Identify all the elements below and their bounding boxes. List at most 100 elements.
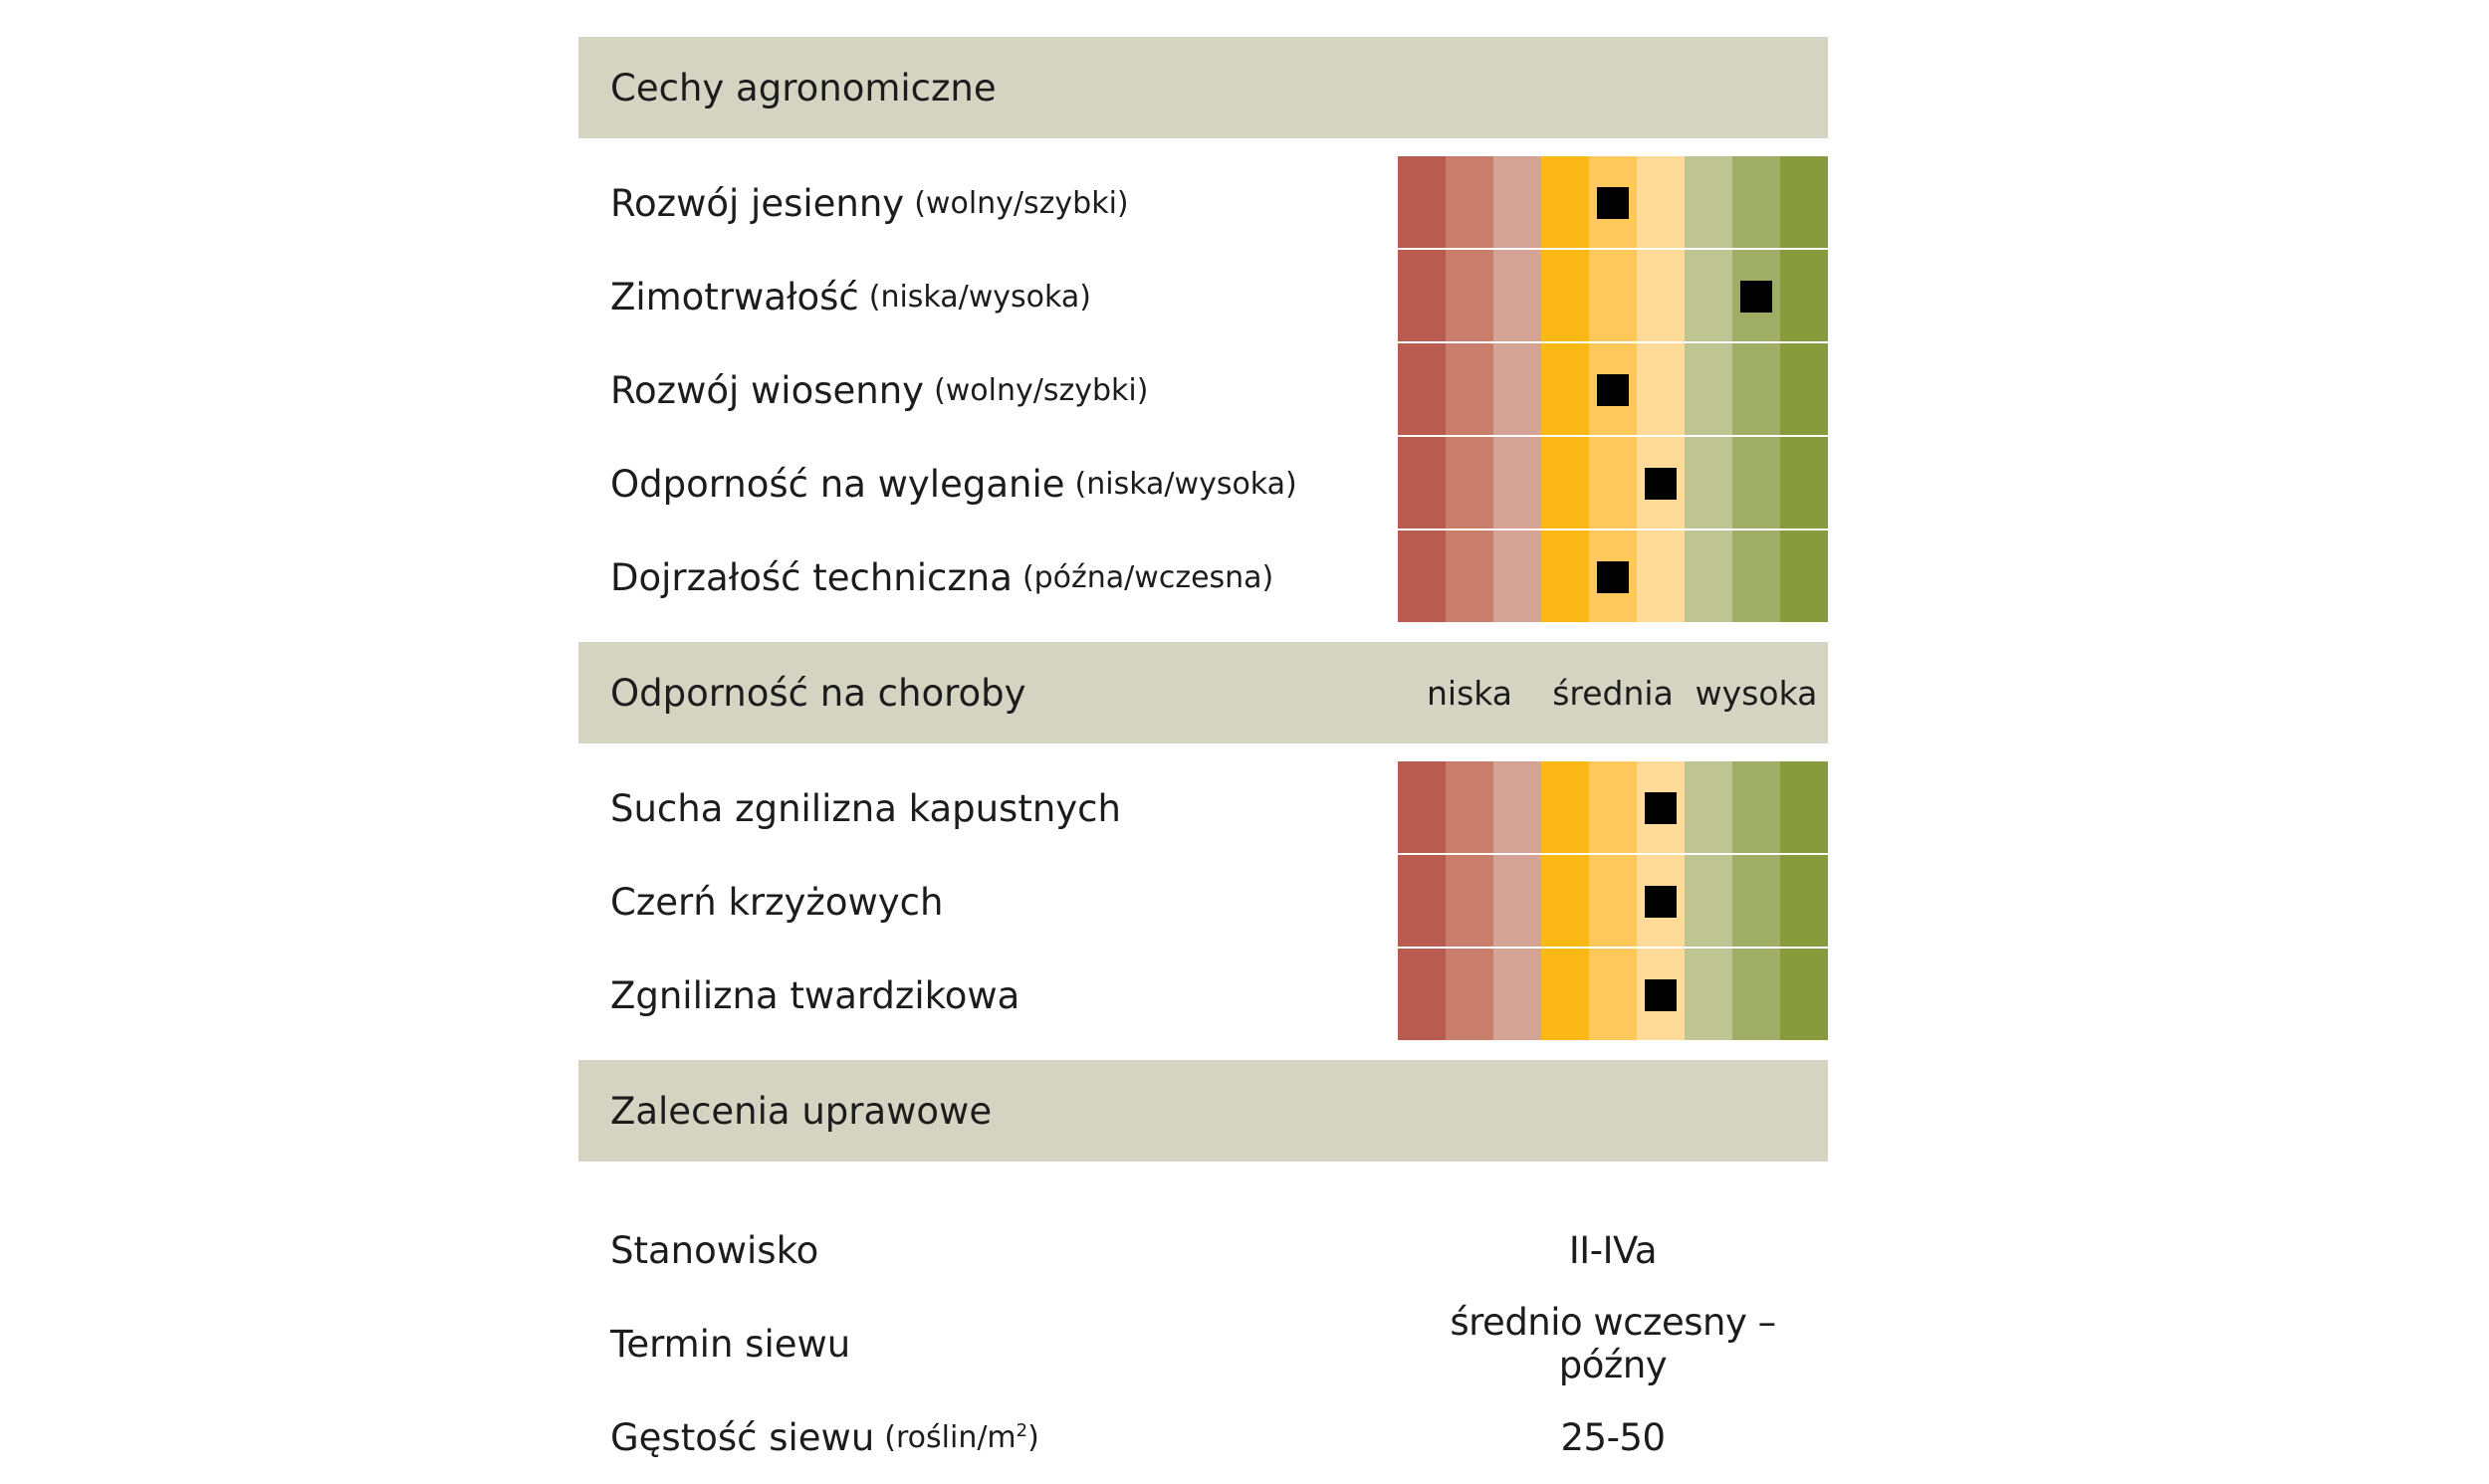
section-title: Odporność na choroby bbox=[610, 671, 1026, 715]
disease-row: Sucha zgnilizna kapustnych bbox=[578, 761, 1828, 855]
scale-segment bbox=[1446, 250, 1493, 341]
rating-marker bbox=[1645, 468, 1677, 500]
rating-scale bbox=[1398, 156, 1828, 248]
unit-text: (roślin/m bbox=[884, 1419, 1017, 1455]
trait-label: Odporność na wyleganie bbox=[610, 462, 1065, 506]
scale-segment bbox=[1446, 156, 1493, 248]
recommendation-value: II-IVa bbox=[1568, 1228, 1658, 1272]
rating-marker bbox=[1597, 374, 1629, 406]
disease-row: Czerń krzyżowych bbox=[578, 855, 1828, 949]
scale-segment bbox=[1493, 949, 1541, 1040]
recommendation-hint: (roślin/m2) bbox=[884, 1420, 1039, 1455]
scale-segment bbox=[1446, 855, 1493, 947]
trait-label: Rozwój wiosenny bbox=[610, 368, 925, 412]
unit-exponent: 2 bbox=[1016, 1419, 1028, 1441]
recommendation-label: Stanowisko bbox=[610, 1228, 819, 1272]
scale-segment bbox=[1780, 156, 1828, 248]
trait-hint: (wolny/szybki) bbox=[934, 372, 1149, 408]
scale-legend: niska średnia wysoka bbox=[1398, 642, 1828, 743]
scale-segment bbox=[1685, 437, 1732, 529]
section-title: Cechy agronomiczne bbox=[610, 66, 997, 109]
scale-segment bbox=[1780, 761, 1828, 853]
scale-segment bbox=[1398, 855, 1446, 947]
scale-segment bbox=[1685, 530, 1732, 622]
rating-marker bbox=[1597, 187, 1629, 219]
rating-marker bbox=[1597, 561, 1629, 593]
scale-segment bbox=[1685, 250, 1732, 341]
trait-row: Rozwój jesienny (wolny/szybki) bbox=[578, 156, 1828, 250]
variety-sheet: Cechy agronomiczne Rozwój jesienny (woln… bbox=[578, 37, 1828, 1484]
rating-marker bbox=[1645, 886, 1677, 918]
scale-segment bbox=[1398, 761, 1446, 853]
section-header-disease: Odporność na choroby niska średnia wysok… bbox=[578, 642, 1828, 743]
scale-segment bbox=[1780, 530, 1828, 622]
scale-segment bbox=[1637, 156, 1685, 248]
scale-segment bbox=[1732, 437, 1780, 529]
recommendation-label: Gęstość siewu bbox=[610, 1415, 875, 1459]
disease-row: Zgnilizna twardzikowa bbox=[578, 949, 1828, 1042]
scale-segment bbox=[1732, 530, 1780, 622]
rating-scale bbox=[1398, 437, 1828, 529]
scale-segment bbox=[1732, 761, 1780, 853]
scale-segment bbox=[1780, 949, 1828, 1040]
scale-segment bbox=[1780, 437, 1828, 529]
scale-segment bbox=[1493, 156, 1541, 248]
scale-segment bbox=[1732, 855, 1780, 947]
scale-segment bbox=[1541, 761, 1589, 853]
trait-row: Odporność na wyleganie (niska/wysoka) bbox=[578, 437, 1828, 530]
scale-segment bbox=[1732, 949, 1780, 1040]
scale-segment bbox=[1637, 343, 1685, 435]
trait-hint: (wolny/szybki) bbox=[914, 185, 1129, 221]
scale-segment bbox=[1541, 949, 1589, 1040]
scale-segment bbox=[1780, 250, 1828, 341]
trait-hint: (niska/wysoka) bbox=[1074, 466, 1297, 502]
scale-segment bbox=[1541, 855, 1589, 947]
scale-segment bbox=[1637, 530, 1685, 622]
scale-segment bbox=[1780, 855, 1828, 947]
trait-row: Dojrzałość techniczna (późna/wczesna) bbox=[578, 530, 1828, 624]
scale-segment bbox=[1398, 250, 1446, 341]
scale-segment bbox=[1541, 437, 1589, 529]
scale-segment bbox=[1589, 855, 1637, 947]
trait-label: Dojrzałość techniczna bbox=[610, 555, 1013, 599]
trait-hint: (niska/wysoka) bbox=[868, 279, 1091, 315]
recommendation-value: średnio wczesny – późny bbox=[1450, 1301, 1776, 1386]
scale-segment bbox=[1589, 761, 1637, 853]
rating-marker bbox=[1645, 979, 1677, 1011]
section-title: Zalecenia uprawowe bbox=[610, 1089, 993, 1133]
recommendation-row: Gęstość siewu (roślin/m2) 25-50 bbox=[578, 1390, 1828, 1484]
scale-segment bbox=[1493, 530, 1541, 622]
scale-segment bbox=[1541, 156, 1589, 248]
rating-scale bbox=[1398, 343, 1828, 435]
scale-segment bbox=[1398, 343, 1446, 435]
scale-segment bbox=[1685, 949, 1732, 1040]
disease-label: Czerń krzyżowych bbox=[610, 880, 944, 924]
rating-scale bbox=[1398, 855, 1828, 947]
rating-marker bbox=[1740, 281, 1772, 313]
scale-segment bbox=[1589, 250, 1637, 341]
scale-segment bbox=[1589, 437, 1637, 529]
scale-segment bbox=[1637, 250, 1685, 341]
scale-segment bbox=[1493, 855, 1541, 947]
scale-segment bbox=[1685, 156, 1732, 248]
trait-label: Zimotrwałość bbox=[610, 275, 859, 318]
scale-segment bbox=[1398, 437, 1446, 529]
disease-label: Zgnilizna twardzikowa bbox=[610, 973, 1020, 1017]
rating-scale bbox=[1398, 250, 1828, 341]
disease-label: Sucha zgnilizna kapustnych bbox=[610, 786, 1121, 830]
rating-scale bbox=[1398, 949, 1828, 1040]
scale-segment bbox=[1685, 343, 1732, 435]
rating-scale bbox=[1398, 761, 1828, 853]
scale-segment bbox=[1493, 437, 1541, 529]
scale-segment bbox=[1685, 855, 1732, 947]
scale-segment bbox=[1398, 156, 1446, 248]
scale-segment bbox=[1493, 761, 1541, 853]
scale-segment bbox=[1541, 530, 1589, 622]
scale-segment bbox=[1780, 343, 1828, 435]
scale-segment bbox=[1398, 949, 1446, 1040]
trait-label: Rozwój jesienny bbox=[610, 181, 905, 225]
scale-segment bbox=[1446, 530, 1493, 622]
unit-close: ) bbox=[1027, 1419, 1039, 1455]
scale-segment bbox=[1541, 250, 1589, 341]
scale-segment bbox=[1446, 437, 1493, 529]
